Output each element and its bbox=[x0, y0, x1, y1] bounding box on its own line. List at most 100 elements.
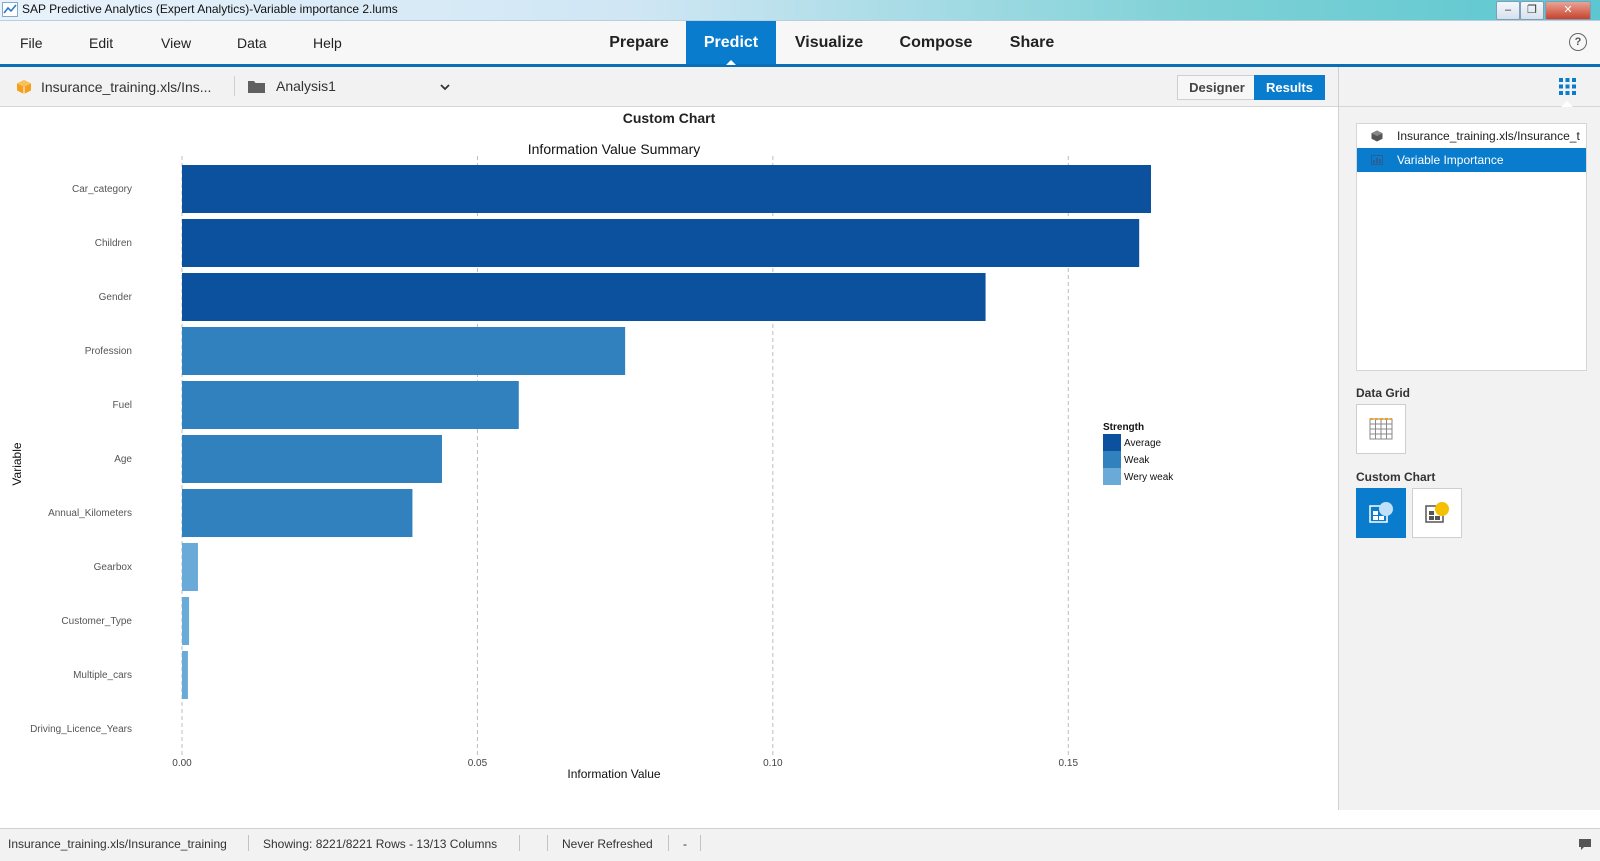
status-dash: - bbox=[683, 837, 687, 851]
y-axis-title: Variable bbox=[10, 442, 24, 485]
status-source: Insurance_training.xls/Insurance_trainin… bbox=[8, 837, 227, 851]
bar-customer-type bbox=[182, 597, 190, 645]
y-tick-label: Customer_Type bbox=[61, 616, 132, 627]
y-tick-label: Gender bbox=[99, 292, 133, 303]
maximize-button[interactable]: ❐ bbox=[1520, 1, 1544, 20]
x-tick-label: 0.05 bbox=[468, 758, 488, 769]
menu-edit[interactable]: Edit bbox=[89, 35, 114, 51]
y-tick-label: Children bbox=[95, 238, 132, 249]
bar-car-category bbox=[182, 165, 1152, 213]
variable-importance-chart: 0.00 0.05 0.10 0.15 Car_category Children Gend… bbox=[10, 141, 1174, 781]
x-tick-label: 0.15 bbox=[1059, 758, 1079, 769]
bar-fuel bbox=[182, 381, 519, 429]
list-item-label: Variable Importance bbox=[1397, 153, 1504, 167]
tab-share[interactable]: Share bbox=[1009, 34, 1055, 51]
y-tick-label: Age bbox=[114, 454, 132, 465]
tab-predict-label: Predict bbox=[703, 34, 759, 51]
bar-multiple-cars bbox=[182, 651, 188, 699]
x-axis-title: Information Value bbox=[567, 767, 660, 781]
panel-title: Custom Chart bbox=[622, 110, 716, 126]
y-tick-label: Gearbox bbox=[94, 562, 132, 573]
window-title: SAP Predictive Analytics (Expert Analyti… bbox=[22, 2, 398, 16]
label-layer: 0.00 0.05 0.10 0.15 Car_category Children Gend… bbox=[30, 184, 1078, 769]
status-divider bbox=[547, 835, 548, 851]
x-tick-label: 0.10 bbox=[763, 758, 783, 769]
help-icon[interactable]: ? bbox=[1569, 33, 1587, 51]
list-item-variable-importance[interactable]: Variable Importance bbox=[1357, 148, 1586, 172]
tab-prepare[interactable]: Prepare bbox=[609, 34, 669, 51]
right-panel-header bbox=[1339, 67, 1600, 107]
results-canvas: Custom Chart 0.00 0.05 0.10 0.15 Car_categor… bbox=[0, 107, 1338, 810]
menu-bar: File Edit View Data Help Prepare Predict… bbox=[0, 21, 1600, 67]
status-divider bbox=[668, 835, 669, 851]
status-refresh: Never Refreshed bbox=[562, 837, 653, 851]
tab-visualize[interactable]: Visualize bbox=[794, 34, 864, 51]
custom-chart-button-selected[interactable] bbox=[1356, 488, 1406, 538]
toolbar-divider bbox=[234, 76, 235, 96]
status-row-count: Showing: 8221/8221 Rows - 13/13 Columns bbox=[263, 837, 498, 851]
legend-swatch bbox=[1103, 451, 1121, 468]
app-icon bbox=[2, 2, 18, 17]
apps-grid-icon[interactable] bbox=[1559, 78, 1576, 95]
custom-chart-icon bbox=[1425, 502, 1449, 523]
dataset-cube-icon bbox=[17, 80, 31, 94]
active-tab-caret bbox=[726, 60, 736, 65]
custom-chart-icon bbox=[1369, 502, 1393, 523]
tab-predict[interactable]: Predict bbox=[686, 21, 776, 65]
analysis-toolbar: Insurance_training.xls/Ins... Analysis1 … bbox=[0, 67, 1338, 107]
status-divider bbox=[248, 835, 249, 851]
y-tick-label: Driving_Licence_Years bbox=[30, 724, 132, 735]
y-tick-label: Annual_Kilometers bbox=[48, 508, 132, 519]
minimize-button[interactable]: – bbox=[1496, 1, 1520, 20]
close-button[interactable]: ✕ bbox=[1545, 1, 1591, 20]
y-tick-label: Profession bbox=[85, 346, 132, 357]
legend-title: Strength bbox=[1103, 422, 1144, 433]
window-title-bar: SAP Predictive Analytics (Expert Analyti… bbox=[0, 0, 1600, 21]
legend-label: Weak bbox=[1124, 455, 1150, 466]
data-grid-button[interactable] bbox=[1356, 404, 1406, 454]
chart-title: Information Value Summary bbox=[528, 141, 700, 157]
bar-children bbox=[182, 219, 1140, 267]
legend-label: Wery weak bbox=[1124, 472, 1174, 483]
chart-icon bbox=[1371, 155, 1383, 165]
result-list: Insurance_training.xls/Insurance_t Varia… bbox=[1356, 123, 1587, 371]
message-icon[interactable] bbox=[1578, 838, 1592, 851]
bar-annual-kilometers bbox=[182, 489, 413, 537]
results-button[interactable]: Results bbox=[1254, 75, 1325, 100]
status-bar: Insurance_training.xls/Insurance_trainin… bbox=[0, 828, 1600, 861]
y-tick-label: Multiple_cars bbox=[73, 670, 132, 681]
table-icon bbox=[1369, 418, 1393, 440]
custom-chart-button[interactable] bbox=[1412, 488, 1462, 538]
menu-view[interactable]: View bbox=[161, 35, 192, 51]
tab-compose[interactable]: Compose bbox=[899, 34, 973, 51]
panel-caret bbox=[1561, 101, 1573, 107]
analysis-selector[interactable]: Analysis1 bbox=[276, 78, 336, 94]
right-panel: Insurance_training.xls/Insurance_t Varia… bbox=[1338, 67, 1600, 810]
menu-help[interactable]: Help bbox=[313, 35, 342, 51]
bar-layer bbox=[182, 165, 1152, 699]
status-divider bbox=[700, 835, 701, 851]
x-tick-label: 0.00 bbox=[172, 758, 192, 769]
dataset-cube-icon bbox=[1371, 130, 1383, 142]
bar-profession bbox=[182, 327, 626, 375]
list-item-label: Insurance_training.xls/Insurance_t bbox=[1397, 129, 1580, 143]
menu-file[interactable]: File bbox=[20, 35, 43, 51]
menu-data[interactable]: Data bbox=[237, 35, 267, 51]
bar-gender bbox=[182, 273, 986, 321]
legend-swatch bbox=[1103, 434, 1121, 451]
chart-legend: Strength Average Weak Wery weak bbox=[1103, 422, 1174, 485]
legend-label: Average bbox=[1124, 438, 1162, 449]
y-tick-label: Car_category bbox=[72, 184, 132, 195]
data-grid-title: Data Grid bbox=[1356, 386, 1411, 400]
legend-swatch bbox=[1103, 468, 1121, 485]
bar-gearbox bbox=[182, 543, 198, 591]
custom-chart-section-title: Custom Chart bbox=[1356, 470, 1436, 484]
designer-button[interactable]: Designer bbox=[1177, 75, 1257, 100]
dataset-selector[interactable]: Insurance_training.xls/Ins... bbox=[41, 79, 212, 95]
y-tick-label: Fuel bbox=[113, 400, 132, 411]
list-item-dataset[interactable]: Insurance_training.xls/Insurance_t bbox=[1357, 124, 1586, 148]
chevron-down-icon[interactable] bbox=[440, 84, 450, 91]
bar-age bbox=[182, 435, 442, 483]
folder-icon bbox=[248, 81, 265, 93]
status-divider bbox=[519, 835, 520, 851]
